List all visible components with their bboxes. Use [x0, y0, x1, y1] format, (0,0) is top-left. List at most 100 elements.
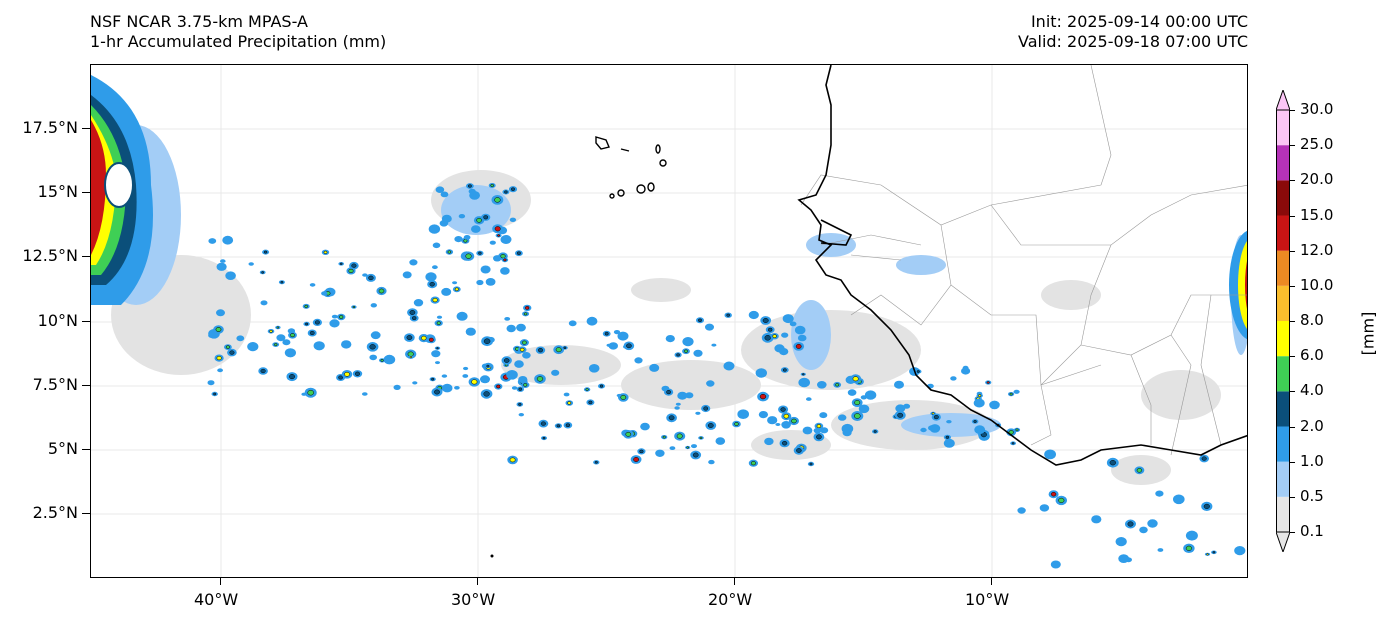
rain-cell	[758, 411, 769, 419]
rain-cell-core	[447, 250, 452, 254]
rain-cell	[794, 325, 806, 335]
rain-cell-core	[260, 368, 266, 374]
storm-right-edge	[1229, 230, 1247, 340]
colorbar-tick	[1290, 250, 1295, 252]
rain-cell	[1147, 519, 1158, 528]
rain-cell	[431, 350, 441, 358]
rain-cell-core	[1058, 497, 1065, 503]
rain-cell	[640, 422, 650, 431]
colorbar-tick	[1290, 356, 1295, 358]
rain-cell	[781, 332, 789, 338]
rain-cell-core	[525, 306, 530, 310]
rain-cell	[617, 331, 629, 341]
rain-cell-core	[338, 375, 343, 380]
rain-cell	[462, 374, 469, 378]
rain-cell-core	[781, 440, 788, 446]
rain-cell-core	[772, 334, 777, 339]
cape-verde-islands	[595, 136, 667, 199]
rain-cell-core	[816, 424, 822, 429]
rain-cell-core	[351, 263, 357, 268]
rain-cell	[329, 319, 340, 328]
rain-cell-core	[225, 345, 230, 349]
rain-cell-core	[290, 333, 295, 338]
rain-cell-core	[216, 356, 222, 361]
rain-cell-core	[523, 312, 528, 316]
rain-cell-core	[344, 371, 350, 377]
rain-cell-core	[483, 338, 491, 344]
colorbar-segment	[1276, 145, 1290, 181]
rain-cell-core	[323, 250, 328, 254]
rain-cell-core	[1127, 521, 1134, 527]
rain-cell	[1091, 515, 1102, 524]
rain-cell	[1013, 389, 1020, 394]
rain-cell	[517, 325, 523, 330]
island-dot	[490, 554, 494, 558]
rain-cell-core	[796, 448, 802, 453]
rain-cell-core	[378, 288, 385, 294]
rain-cell	[715, 437, 726, 445]
colorbar-level-label: 15.0	[1300, 205, 1334, 224]
rain-cell-core	[750, 461, 756, 466]
colorbar-extend-top	[1276, 90, 1290, 111]
rain-cell-core	[707, 423, 714, 428]
colorbar-tick	[1290, 180, 1295, 182]
rain-cell	[920, 427, 927, 433]
rain-cell-core	[945, 435, 950, 439]
rain-cell	[485, 278, 496, 286]
rain-cell	[458, 214, 466, 219]
colorbar-segment	[1276, 250, 1290, 286]
rain-cell	[504, 317, 511, 321]
rain-cell-core	[697, 318, 703, 323]
rain-cell	[674, 406, 680, 410]
rain-cell	[452, 281, 458, 285]
rain-cell-core	[503, 258, 507, 262]
rain-cell-core	[563, 346, 567, 350]
rain-cell-core	[348, 268, 354, 273]
rain-cell-core	[538, 348, 543, 353]
rain-cell	[435, 186, 445, 193]
rain-cell	[260, 300, 268, 306]
rain-cell	[708, 459, 715, 465]
rain-cell-core	[309, 330, 315, 336]
rain-cell-core	[759, 393, 767, 400]
rain-cell-core	[686, 446, 689, 449]
x-tick	[991, 578, 992, 585]
rain-cell-core	[809, 462, 813, 466]
rain-cell	[864, 390, 877, 400]
rain-cell-core	[304, 304, 308, 308]
colorbar-segment	[1276, 285, 1290, 321]
rain-cell-core	[215, 327, 222, 332]
rain-cell	[506, 324, 516, 333]
rain-cell-core	[276, 326, 280, 329]
colorbar-tick	[1290, 461, 1295, 463]
rain-cell-core	[556, 424, 561, 428]
colorbar-level-label: 1.0	[1300, 451, 1324, 470]
rain-cell	[677, 391, 688, 400]
rain-cell	[1157, 548, 1164, 552]
rain-cell	[370, 303, 377, 308]
rain-cell	[216, 262, 227, 271]
rain-cell	[409, 259, 418, 266]
colorbar-tick	[1290, 496, 1295, 498]
rain-cell	[929, 424, 941, 433]
rain-cell	[248, 262, 254, 266]
rain-cell	[586, 316, 598, 326]
rain-cell	[723, 361, 735, 371]
rain-cell	[782, 314, 794, 324]
colorbar-level-label: 6.0	[1300, 346, 1324, 365]
rain-cell	[331, 314, 338, 319]
rain-cell-core	[263, 250, 268, 254]
rain-cell-core	[585, 388, 589, 391]
rain-cell-core	[522, 340, 527, 345]
rain-cell	[236, 335, 245, 342]
rain-cell	[764, 437, 774, 446]
y-tick-label: 12.5°N	[22, 246, 78, 265]
rain-cell-core	[490, 183, 494, 188]
rain-cell	[441, 287, 452, 296]
rain-cell	[613, 330, 621, 335]
rain-cell	[220, 259, 226, 263]
rain-cell	[441, 374, 448, 378]
rain-cell	[847, 389, 857, 396]
rain-cell-core	[380, 359, 384, 362]
rain-cell-core	[1109, 460, 1116, 466]
